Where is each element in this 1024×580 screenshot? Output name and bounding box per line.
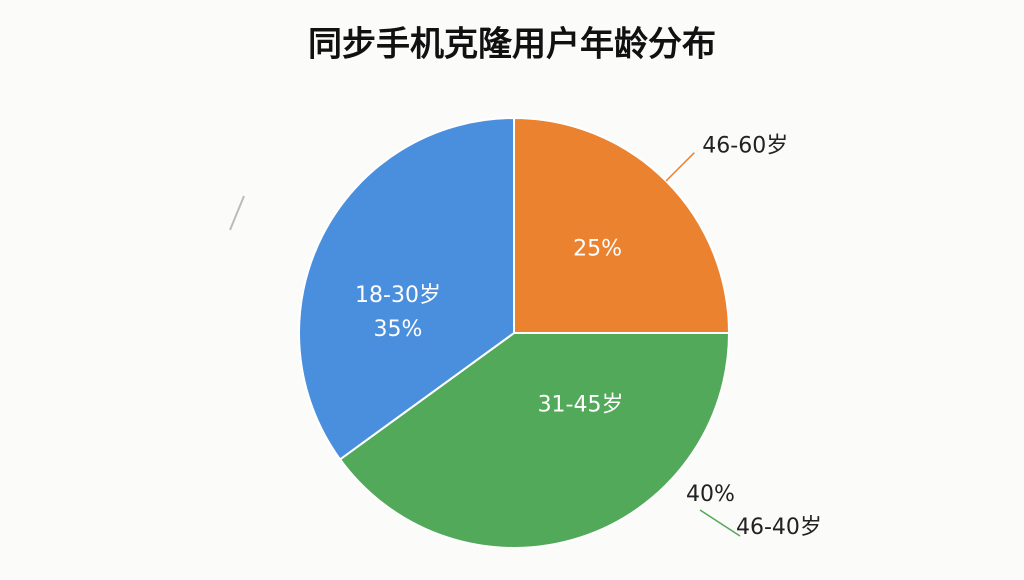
leader-line	[699, 509, 741, 537]
value-label: 40%	[686, 482, 735, 507]
value-label: 25%	[573, 236, 622, 261]
leader-line	[665, 152, 695, 182]
chart-title: 同步手机克隆用户年龄分布	[308, 25, 716, 65]
pie-slice	[338, 332, 731, 549]
pie-slice	[513, 116, 731, 334]
category-label: 46-60岁	[702, 134, 788, 159]
decoration	[229, 195, 245, 231]
value-label: 35%	[374, 317, 423, 342]
annotation: 46-40岁	[736, 515, 822, 540]
pie-slice	[298, 116, 515, 461]
category-label: 18-30岁	[355, 283, 441, 308]
category-label: 31-45岁	[538, 392, 624, 417]
